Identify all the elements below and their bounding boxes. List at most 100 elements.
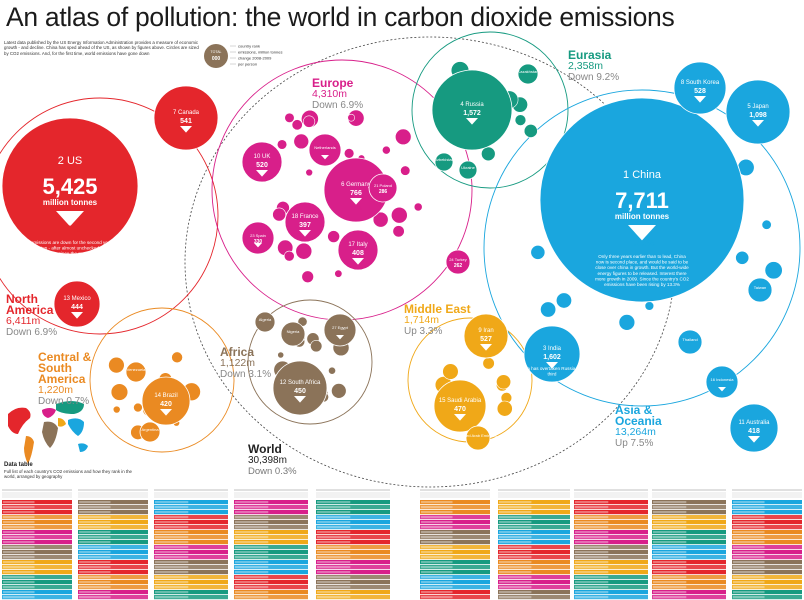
minor-country-bubble xyxy=(644,301,655,311)
minor-country-bubble xyxy=(284,112,295,123)
minor-country-bubble xyxy=(302,115,316,128)
svg-text:286: 286 xyxy=(379,189,388,195)
svg-text:US emissions are down for the: US emissions are down for the second yea… xyxy=(22,240,119,279)
minor-country-bubble xyxy=(540,301,557,318)
svg-text:520: 520 xyxy=(256,162,268,169)
svg-text:2 US: 2 US xyxy=(58,155,82,167)
minor-country-bubble xyxy=(328,366,336,375)
bubble-5-japan: 5 Japan 1,098 xyxy=(725,79,791,145)
minor-country-bubble xyxy=(618,314,636,331)
minor-country-bubble xyxy=(171,351,183,364)
svg-text:13.3%: 13.3% xyxy=(629,238,655,248)
svg-text:Nigeria: Nigeria xyxy=(287,329,300,334)
minor-country-bubble xyxy=(331,383,347,399)
minor-country-bubble xyxy=(442,363,459,380)
svg-text:7,711: 7,711 xyxy=(615,188,669,213)
minor-country-bubble xyxy=(530,244,546,260)
data-table-column xyxy=(732,489,802,600)
svg-text:Taiwan: Taiwan xyxy=(754,285,766,290)
bubble-4-russia: 4 Russia 1,572 xyxy=(431,69,513,151)
data-table-column xyxy=(2,489,72,600)
minor-country-bubble xyxy=(395,128,412,146)
bubble-9-iran: 9 Iran 527 xyxy=(463,313,509,359)
svg-text:Uzbekistan: Uzbekistan xyxy=(434,157,454,162)
bubble-netherlands: Netherlands xyxy=(308,133,342,167)
bubble-17-italy: 17 Italy 408 xyxy=(337,229,379,271)
svg-text:7.0%: 7.0% xyxy=(350,206,362,212)
svg-text:6 Germany: 6 Germany xyxy=(341,182,371,188)
svg-text:7 Canada: 7 Canada xyxy=(173,110,200,116)
minor-country-bubble xyxy=(381,145,391,155)
svg-text:527: 527 xyxy=(480,336,492,343)
minor-country-bubble xyxy=(496,400,513,417)
bubble-united-arab-emirates: United Arab Emirates xyxy=(459,425,497,451)
svg-text:23 Spain: 23 Spain xyxy=(250,233,266,238)
minor-country-bubble xyxy=(390,206,408,224)
minor-country-bubble xyxy=(110,383,129,401)
svg-text:1,602: 1,602 xyxy=(543,354,561,361)
bubble-27-egypt: 27 Egypt xyxy=(323,313,357,347)
minor-country-bubble xyxy=(764,261,783,280)
region-outline-eurasia xyxy=(411,31,569,189)
svg-text:India has overtaken Russia int: India has overtaken Russia into third xyxy=(520,366,585,377)
svg-text:18 France: 18 France xyxy=(291,214,319,220)
bubble-15-saudi-arabia: 15 Saudi Arabia 470 xyxy=(433,379,487,433)
svg-text:Kazakhstan: Kazakhstan xyxy=(518,69,539,74)
minor-country-bubble xyxy=(327,230,340,243)
minor-country-bubble xyxy=(305,168,313,177)
svg-text:13 Mexico: 13 Mexico xyxy=(63,296,91,302)
bubble-uzbekistan: Uzbekistan xyxy=(434,152,454,172)
minor-country-bubble xyxy=(283,250,295,262)
bubble-16-indonesia: 16 Indonesia xyxy=(705,365,739,399)
svg-text:397: 397 xyxy=(299,222,311,229)
minor-country-bubble xyxy=(761,219,772,230)
svg-text:408: 408 xyxy=(352,250,364,257)
svg-text:9 Iran: 9 Iran xyxy=(478,328,493,334)
svg-text:5,425: 5,425 xyxy=(42,174,97,199)
minor-country-bubble xyxy=(514,114,527,126)
bubble-11-australia: 11 Australia 418 xyxy=(729,403,779,453)
bubble-ukraine: Ukraine xyxy=(458,160,478,180)
svg-text:16 Indonesia: 16 Indonesia xyxy=(711,377,735,382)
region-label-central-south-america: Central & South America 1,220m Down 0.7% xyxy=(38,350,92,407)
bubble-10-uk: 10 UK 520 xyxy=(241,141,283,183)
bubble-18-france: 18 France 397 xyxy=(284,201,326,243)
region-label-middle-east: Middle East 1,714m Up 3.3% xyxy=(404,302,471,337)
minor-country-bubble xyxy=(482,357,495,370)
bubble-12-south-africa: 12 South Africa 450 xyxy=(272,360,328,416)
svg-text:United Arab Emirates: United Arab Emirates xyxy=(459,433,497,438)
svg-text:15 Saudi Arabia: 15 Saudi Arabia xyxy=(439,398,482,404)
bubble-8-south-korea: 8 South Korea 528 xyxy=(673,61,727,115)
bubble-thailand: Thailand xyxy=(677,329,703,355)
svg-text:4 Russia: 4 Russia xyxy=(460,102,484,108)
svg-text:27 Egypt: 27 Egypt xyxy=(332,325,349,330)
minor-country-bubble xyxy=(343,148,355,159)
minor-country-bubble xyxy=(347,113,356,122)
minor-country-bubble xyxy=(112,405,121,414)
minor-country-bubble xyxy=(481,146,496,162)
region-outline-asia-oceania xyxy=(483,89,801,407)
minor-country-bubble xyxy=(555,292,572,309)
minor-country-bubble xyxy=(372,211,389,228)
minor-country-bubble xyxy=(293,133,310,150)
legend-key-label: emissions, million tonnes xyxy=(238,50,282,55)
minor-country-bubble xyxy=(496,374,512,390)
svg-text:420: 420 xyxy=(160,401,172,408)
svg-text:14 Brazil: 14 Brazil xyxy=(154,393,177,399)
bubble-nigeria: Nigeria xyxy=(280,321,306,347)
world-value: 30,398m xyxy=(248,455,287,466)
svg-text:330: 330 xyxy=(254,239,263,245)
svg-text:418: 418 xyxy=(748,428,760,435)
region-outline-central-south-america xyxy=(89,307,235,453)
data-table xyxy=(2,489,802,600)
data-table-column xyxy=(154,489,228,600)
svg-text:470: 470 xyxy=(454,406,466,413)
svg-text:528: 528 xyxy=(694,88,706,95)
svg-text:17 Italy: 17 Italy xyxy=(348,242,367,248)
region-label-eurasia: Eurasia 2,358m Down 9.2% xyxy=(568,48,620,83)
